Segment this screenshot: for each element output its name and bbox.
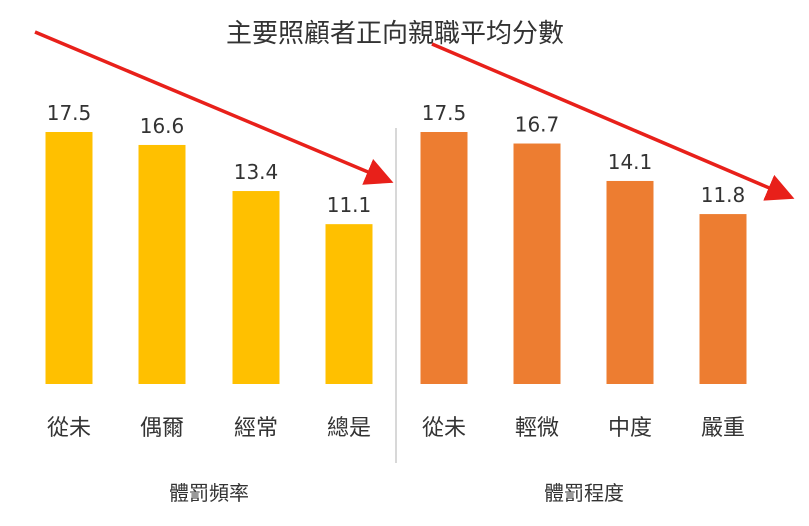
bar-1-0	[420, 132, 468, 384]
chart-marks: 17.5 從未 16.6 偶爾 13.4 經常 11.1 總是 17.5 從未 16.7 輕微 14.1…	[45, 101, 747, 441]
category-label-1-0: 從未	[422, 416, 466, 441]
bar-1-3	[699, 214, 747, 384]
bar-1-2	[606, 180, 654, 384]
group-label-1: 體罰程度	[544, 481, 624, 505]
bar-0-0	[45, 132, 93, 384]
value-label-0-0: 17.5	[47, 101, 92, 125]
bar-0-2	[232, 191, 280, 384]
value-label-0-1: 16.6	[140, 114, 185, 138]
category-label-0-1: 偶爾	[140, 416, 184, 441]
chart-title: 主要照顧者正向親職平均分數	[226, 19, 564, 49]
value-label-1-3: 11.8	[701, 183, 746, 207]
bar-1-1	[513, 143, 561, 384]
trend-arrow-1	[431, 42, 795, 201]
bar-0-3	[325, 224, 373, 384]
trend-arrows	[34, 30, 795, 201]
value-label-0-2: 13.4	[234, 160, 279, 184]
bar-0-1	[138, 144, 186, 384]
trend-arrow-0	[34, 30, 394, 185]
category-label-0-3: 總是	[327, 416, 371, 441]
category-label-1-3: 嚴重	[701, 416, 745, 441]
category-label-1-2: 中度	[608, 416, 652, 441]
value-label-0-3: 11.1	[327, 193, 372, 217]
category-label-1-1: 輕微	[515, 416, 559, 441]
value-label-1-0: 17.5	[422, 101, 467, 125]
value-label-1-1: 16.7	[515, 113, 560, 137]
value-label-1-2: 14.1	[608, 150, 653, 174]
category-label-0-0: 從未	[47, 416, 91, 441]
category-label-0-2: 經常	[234, 416, 278, 441]
group-label-0: 體罰頻率	[169, 481, 249, 505]
